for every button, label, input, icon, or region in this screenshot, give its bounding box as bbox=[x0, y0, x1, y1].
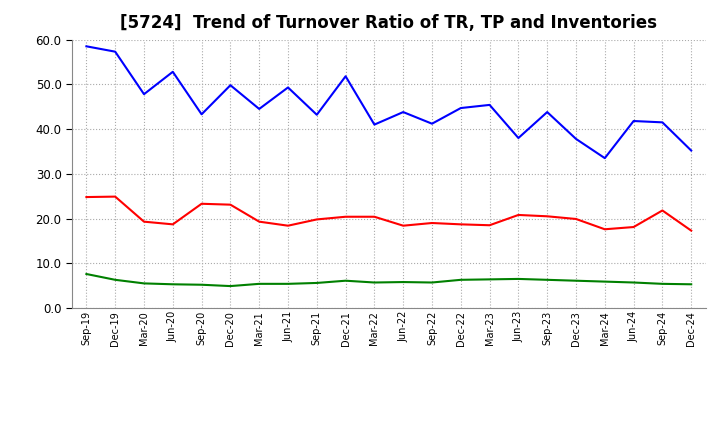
Inventories bbox=[284, 281, 292, 286]
Trade Receivables bbox=[312, 217, 321, 222]
Trade Receivables bbox=[341, 214, 350, 220]
Inventories bbox=[687, 282, 696, 287]
Trade Receivables bbox=[399, 223, 408, 228]
Line: Inventories: Inventories bbox=[86, 274, 691, 286]
Inventories bbox=[82, 271, 91, 277]
Trade Payables bbox=[399, 110, 408, 115]
Trade Payables bbox=[140, 92, 148, 97]
Inventories bbox=[370, 280, 379, 285]
Inventories bbox=[600, 279, 609, 284]
Trade Payables bbox=[456, 106, 465, 111]
Trade Payables bbox=[341, 73, 350, 79]
Inventories bbox=[572, 278, 580, 283]
Trade Receivables bbox=[456, 222, 465, 227]
Trade Receivables bbox=[197, 201, 206, 206]
Trade Payables bbox=[226, 83, 235, 88]
Trade Receivables bbox=[140, 219, 148, 224]
Trade Receivables bbox=[255, 219, 264, 224]
Trade Payables bbox=[514, 136, 523, 141]
Inventories bbox=[168, 282, 177, 287]
Trade Receivables bbox=[572, 216, 580, 222]
Trade Payables bbox=[687, 148, 696, 153]
Inventories bbox=[428, 280, 436, 285]
Trade Receivables bbox=[514, 213, 523, 218]
Title: [5724]  Trend of Turnover Ratio of TR, TP and Inventories: [5724] Trend of Turnover Ratio of TR, TP… bbox=[120, 15, 657, 33]
Inventories bbox=[485, 277, 494, 282]
Trade Payables bbox=[629, 118, 638, 124]
Trade Payables bbox=[543, 110, 552, 115]
Inventories bbox=[312, 280, 321, 286]
Inventories bbox=[629, 280, 638, 285]
Trade Receivables bbox=[600, 227, 609, 232]
Trade Receivables bbox=[658, 208, 667, 213]
Trade Receivables bbox=[284, 223, 292, 228]
Trade Payables bbox=[82, 44, 91, 49]
Trade Receivables bbox=[168, 222, 177, 227]
Trade Payables bbox=[658, 120, 667, 125]
Trade Receivables bbox=[485, 223, 494, 228]
Trade Receivables bbox=[687, 228, 696, 233]
Trade Receivables bbox=[111, 194, 120, 199]
Trade Payables bbox=[111, 49, 120, 54]
Trade Payables bbox=[168, 69, 177, 74]
Trade Payables bbox=[255, 106, 264, 112]
Trade Receivables bbox=[370, 214, 379, 220]
Trade Payables bbox=[600, 155, 609, 161]
Inventories bbox=[197, 282, 206, 287]
Trade Payables bbox=[428, 121, 436, 126]
Inventories bbox=[543, 277, 552, 282]
Trade Payables bbox=[312, 112, 321, 117]
Trade Receivables bbox=[226, 202, 235, 207]
Trade Payables bbox=[197, 112, 206, 117]
Trade Receivables bbox=[629, 224, 638, 230]
Inventories bbox=[658, 281, 667, 286]
Inventories bbox=[255, 281, 264, 286]
Trade Payables bbox=[572, 136, 580, 142]
Trade Payables bbox=[284, 85, 292, 90]
Line: Trade Receivables: Trade Receivables bbox=[86, 197, 691, 231]
Inventories bbox=[111, 277, 120, 282]
Trade Receivables bbox=[428, 220, 436, 226]
Inventories bbox=[399, 279, 408, 285]
Inventories bbox=[140, 281, 148, 286]
Trade Receivables bbox=[543, 214, 552, 219]
Trade Payables bbox=[485, 102, 494, 107]
Line: Trade Payables: Trade Payables bbox=[86, 46, 691, 158]
Inventories bbox=[341, 278, 350, 283]
Inventories bbox=[456, 277, 465, 282]
Trade Receivables bbox=[82, 194, 91, 200]
Inventories bbox=[226, 283, 235, 289]
Inventories bbox=[514, 276, 523, 282]
Trade Payables bbox=[370, 122, 379, 127]
